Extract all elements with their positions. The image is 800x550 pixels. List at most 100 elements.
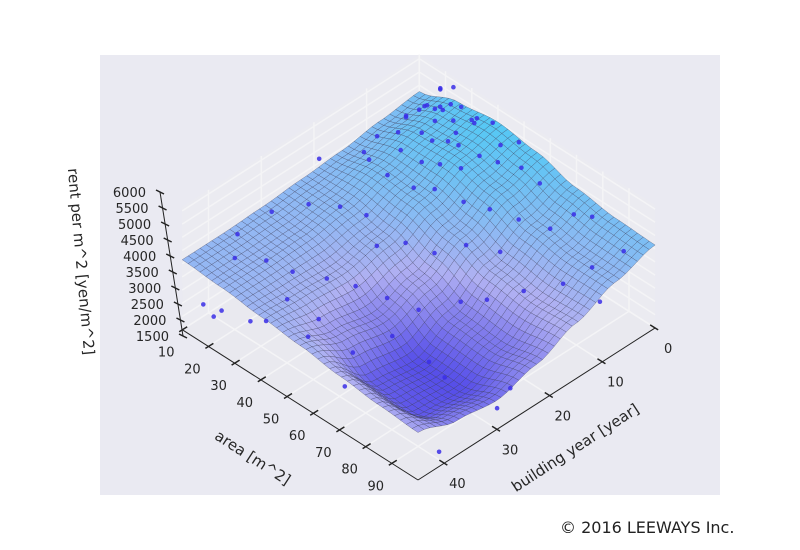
scatter-point bbox=[390, 333, 395, 339]
x-tick bbox=[205, 342, 214, 350]
scatter-point bbox=[248, 319, 253, 324]
scatter-points bbox=[201, 84, 626, 455]
scatter-point bbox=[436, 449, 442, 455]
scatter-point bbox=[432, 250, 437, 256]
x-tick-label: 80 bbox=[341, 463, 358, 478]
x-axis-line bbox=[181, 329, 419, 481]
z-tick-label: 3500 bbox=[126, 266, 159, 281]
y-tick bbox=[544, 391, 554, 399]
z-tick bbox=[170, 285, 180, 291]
x-tick bbox=[231, 359, 240, 366]
scatter-point bbox=[316, 156, 322, 162]
z-tick bbox=[176, 317, 185, 323]
scatter-point bbox=[456, 143, 461, 148]
y-tick-label: 40 bbox=[449, 477, 466, 492]
scatter-point bbox=[395, 130, 401, 135]
x-tick-label: 50 bbox=[263, 413, 280, 428]
scatter-point bbox=[497, 249, 503, 255]
scatter-point bbox=[306, 201, 311, 207]
z-tick-label: 2500 bbox=[131, 298, 164, 313]
z-tick-label: 1500 bbox=[136, 330, 169, 345]
scatter-point bbox=[324, 276, 330, 281]
scatter-point bbox=[621, 248, 626, 254]
y-tick-label: 0 bbox=[664, 342, 672, 357]
x-tick bbox=[336, 426, 345, 433]
x-tick-label: 30 bbox=[210, 379, 227, 394]
y-tick bbox=[491, 425, 501, 432]
scatter-point bbox=[264, 258, 269, 263]
x-tick bbox=[388, 459, 398, 466]
z-tick-label: 5000 bbox=[118, 218, 151, 233]
scatter-point bbox=[374, 133, 380, 139]
scatter-point bbox=[201, 302, 206, 307]
scatter-point bbox=[263, 318, 269, 324]
scatter-point bbox=[484, 297, 490, 303]
scatter-point bbox=[437, 104, 443, 110]
surface-cell bbox=[411, 425, 425, 433]
scatter-point bbox=[374, 243, 380, 249]
scatter-point bbox=[290, 269, 295, 275]
scatter-point bbox=[398, 147, 404, 153]
scatter-point bbox=[438, 85, 443, 91]
copyright-text: © 2016 LEEWAYS Inc. bbox=[560, 518, 735, 537]
scatter-point bbox=[416, 107, 422, 112]
z-tick-label: 6000 bbox=[113, 186, 146, 201]
scatter-point bbox=[494, 405, 500, 411]
scatter-point bbox=[316, 316, 322, 322]
scatter-point bbox=[411, 185, 417, 190]
x-tick-label: 40 bbox=[237, 396, 254, 411]
z-tick-label: 2000 bbox=[133, 314, 166, 329]
scatter-point bbox=[487, 207, 493, 212]
y-tick bbox=[649, 324, 659, 331]
scatter-point bbox=[451, 84, 456, 90]
scatter-point bbox=[519, 165, 524, 171]
scatter-point bbox=[385, 172, 390, 178]
y-tick-label: 20 bbox=[554, 410, 571, 425]
z-tick bbox=[158, 205, 167, 211]
scatter-point bbox=[364, 212, 369, 218]
x-tick bbox=[257, 376, 267, 383]
scatter-point bbox=[432, 118, 438, 124]
scatter-point bbox=[537, 181, 543, 186]
scatter-point bbox=[424, 103, 430, 108]
z-tick bbox=[173, 301, 183, 307]
scatter-point bbox=[560, 281, 566, 287]
scatter-point bbox=[495, 159, 501, 165]
scatter-point bbox=[416, 307, 421, 313]
x-tick-label: 90 bbox=[368, 479, 385, 494]
scatter-point bbox=[403, 240, 408, 246]
y-tick-label: 10 bbox=[607, 376, 624, 391]
y-tick-label: 30 bbox=[502, 443, 519, 458]
scatter-point bbox=[453, 130, 459, 136]
scatter-point bbox=[571, 212, 577, 217]
z-axis-label: rent per m^2 [yen/m^2] bbox=[64, 167, 98, 355]
scatter-point bbox=[458, 104, 464, 110]
scatter-point bbox=[589, 214, 595, 220]
scatter-point bbox=[361, 149, 367, 155]
x-tick-label: 20 bbox=[184, 362, 201, 377]
y-tick bbox=[597, 358, 606, 365]
z-tick-label: 4500 bbox=[121, 234, 154, 249]
scatter-point bbox=[508, 385, 513, 391]
scatter-point bbox=[472, 120, 477, 126]
scatter-point bbox=[419, 159, 425, 165]
z-tick bbox=[163, 237, 173, 243]
scatter-point bbox=[451, 118, 456, 123]
scatter-point bbox=[366, 157, 372, 162]
scatter-point bbox=[477, 153, 482, 159]
scatter-point bbox=[547, 226, 553, 231]
scatter-point bbox=[337, 204, 343, 209]
scatter-point bbox=[232, 255, 238, 261]
scatter-point bbox=[353, 283, 358, 289]
x-tick-label: 10 bbox=[158, 346, 175, 361]
z-tick bbox=[168, 269, 178, 275]
y-grid-line bbox=[207, 189, 445, 464]
scatter-point bbox=[597, 299, 603, 305]
scatter-point bbox=[429, 138, 435, 143]
axes: 1020304050607080900102030401500200025003… bbox=[113, 186, 672, 494]
scatter-point bbox=[284, 297, 290, 302]
scatter-point bbox=[474, 116, 480, 121]
scatter-point bbox=[445, 139, 451, 144]
scatter-point bbox=[342, 384, 348, 389]
